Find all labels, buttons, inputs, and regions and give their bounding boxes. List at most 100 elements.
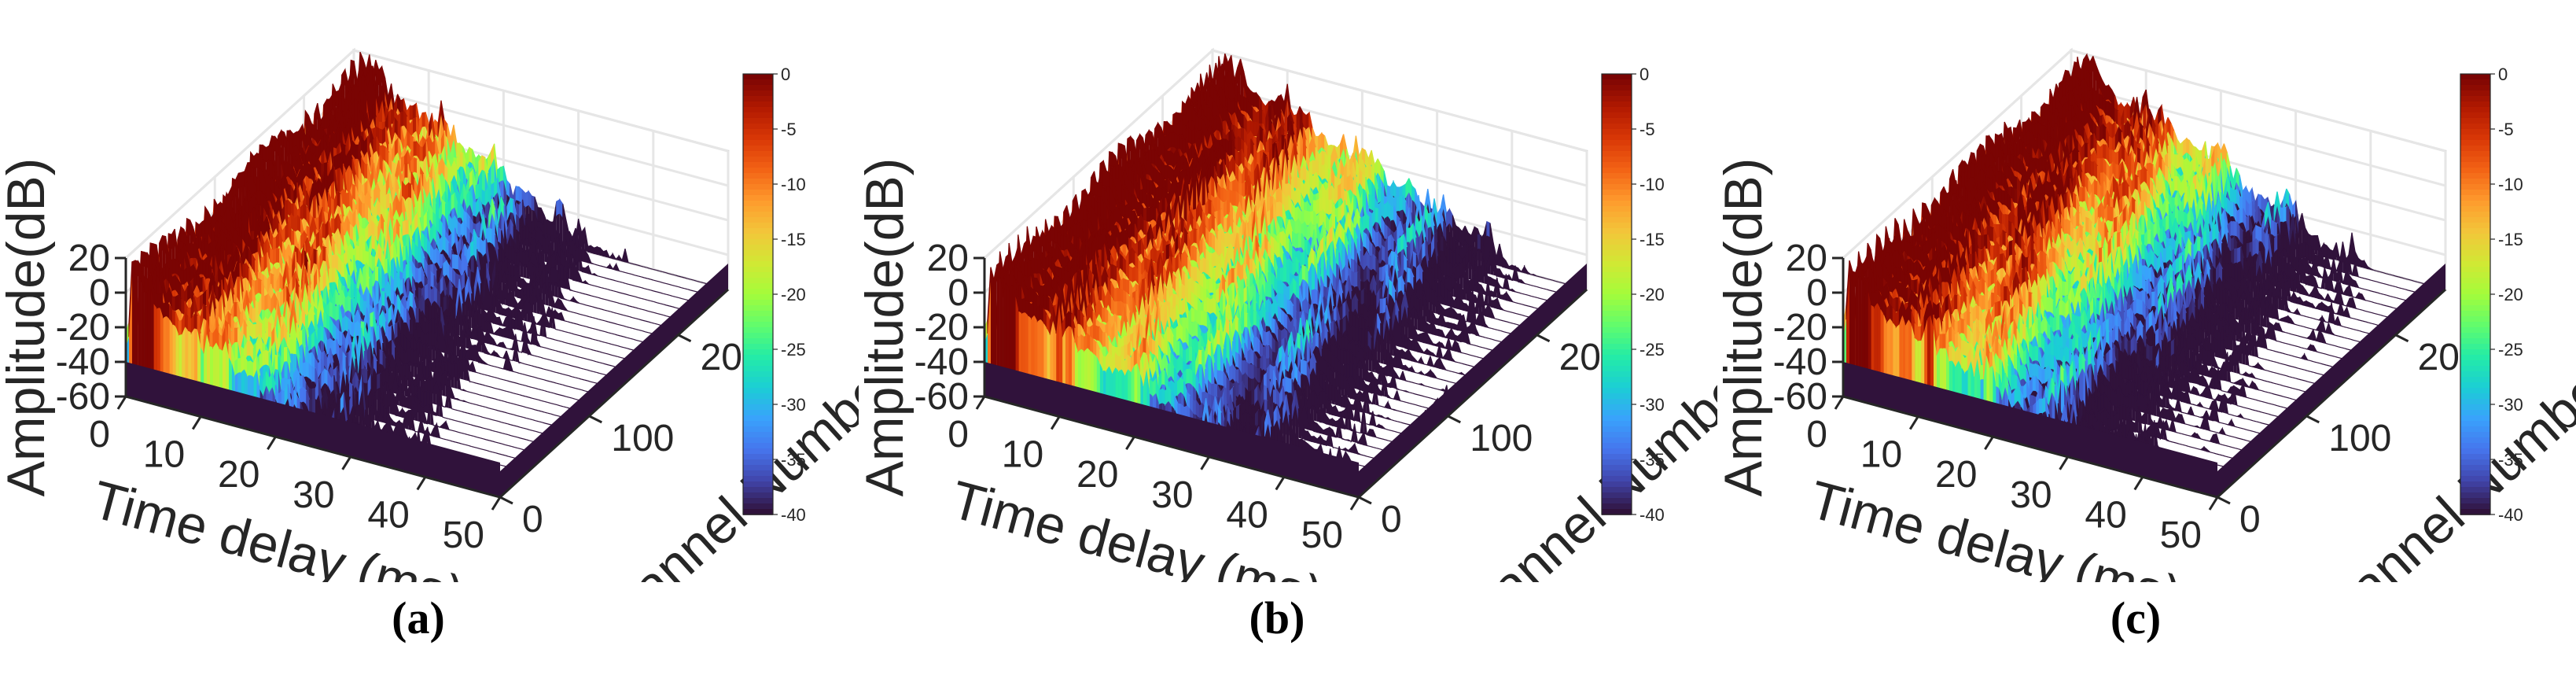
surface-facet xyxy=(470,424,474,426)
surface-facet xyxy=(620,335,624,337)
surface-facet xyxy=(581,378,585,381)
surface-facet xyxy=(589,316,593,319)
surface-facet xyxy=(513,393,517,395)
surface-facet xyxy=(582,293,586,295)
surface-facet xyxy=(410,361,414,378)
surface-facet xyxy=(499,356,504,359)
surface-facet xyxy=(501,422,505,424)
surface-facet xyxy=(554,282,558,298)
surface-facet xyxy=(596,371,600,374)
surface-facet xyxy=(466,390,470,393)
surface-facet xyxy=(568,364,572,367)
surface-facet xyxy=(513,356,516,362)
surface-facet xyxy=(562,374,566,376)
surface-facet xyxy=(517,415,521,417)
surface-facet xyxy=(587,348,591,350)
surface-facet xyxy=(645,320,649,323)
surface-facet xyxy=(616,302,620,304)
surface-facet xyxy=(549,321,553,329)
surface-facet xyxy=(392,413,396,415)
surface-facet xyxy=(542,422,546,424)
surface-facet xyxy=(620,357,624,360)
surface-facet xyxy=(451,375,454,389)
surface-facet xyxy=(681,298,686,301)
surface-facet xyxy=(657,313,661,315)
surface-facet xyxy=(495,398,499,400)
surface-facet xyxy=(502,341,508,349)
surface-facet xyxy=(598,297,602,299)
surface-facet xyxy=(504,422,508,425)
surface-facet xyxy=(474,280,478,319)
surface-facet xyxy=(620,313,624,316)
surface-facet xyxy=(466,401,470,404)
surface-facet xyxy=(466,378,470,382)
surface-facet xyxy=(577,356,581,358)
surface-facet xyxy=(608,353,613,356)
surface-facet xyxy=(554,393,558,395)
surface-facet xyxy=(544,400,548,403)
surface-facet xyxy=(588,305,593,308)
surface-facet xyxy=(463,400,468,403)
surface-facet xyxy=(569,260,573,280)
surface-facet xyxy=(537,367,541,369)
surface-facet xyxy=(540,378,545,381)
surface-facet xyxy=(625,293,630,296)
surface-facet xyxy=(569,289,574,292)
surface-facet xyxy=(561,341,565,343)
surface-facet xyxy=(572,290,576,293)
surface-facet xyxy=(628,294,633,297)
surface-facet xyxy=(672,306,676,308)
surface-facet xyxy=(509,361,514,373)
surface-facet xyxy=(513,382,517,384)
surface-facet xyxy=(532,397,535,400)
surface-facet xyxy=(617,345,621,348)
surface-facet xyxy=(543,368,547,371)
surface-facet xyxy=(576,334,581,337)
surface-facet xyxy=(516,393,520,396)
surface-facet xyxy=(605,363,609,366)
surface-facet xyxy=(567,286,570,290)
surface-facet xyxy=(587,380,591,382)
surface-facet xyxy=(613,279,616,282)
surface-facet xyxy=(650,278,654,281)
surface-facet xyxy=(503,379,507,382)
surface-facet xyxy=(675,286,679,288)
surface-facet xyxy=(568,332,572,334)
surface-facet xyxy=(525,396,529,398)
surface-facet xyxy=(427,409,431,425)
surface-facet xyxy=(600,276,605,278)
surface-facet xyxy=(521,349,525,353)
surface-facet xyxy=(522,406,527,408)
surface-facet xyxy=(589,326,593,329)
surface-facet xyxy=(529,419,533,421)
surface-facet xyxy=(588,283,592,286)
surface-facet xyxy=(577,345,581,348)
surface-facet xyxy=(518,324,521,331)
surface-facet xyxy=(568,353,572,356)
surface-facet xyxy=(653,301,657,304)
surface-facet xyxy=(598,330,602,332)
surface-facet xyxy=(477,280,481,320)
surface-facet xyxy=(535,387,539,390)
surface-facet xyxy=(501,400,505,402)
surface-facet xyxy=(638,297,642,299)
surface-facet xyxy=(536,295,540,315)
surface-facet xyxy=(557,404,561,407)
surface-facet xyxy=(491,365,495,367)
surface-facet xyxy=(565,341,569,344)
surface-facet xyxy=(454,409,458,411)
surface-facet xyxy=(535,420,539,422)
surface-facet xyxy=(627,337,631,339)
surface-facet xyxy=(632,306,636,308)
surface-facet xyxy=(567,310,571,312)
surface-facet xyxy=(601,287,605,289)
surface-facet xyxy=(472,361,477,374)
surface-facet xyxy=(556,382,560,385)
surface-facet xyxy=(572,376,576,378)
surface-facet xyxy=(631,295,636,297)
surface-facet xyxy=(491,386,495,389)
surface-facet xyxy=(629,305,633,308)
surface-facet xyxy=(459,293,463,337)
surface-facet xyxy=(641,276,645,278)
